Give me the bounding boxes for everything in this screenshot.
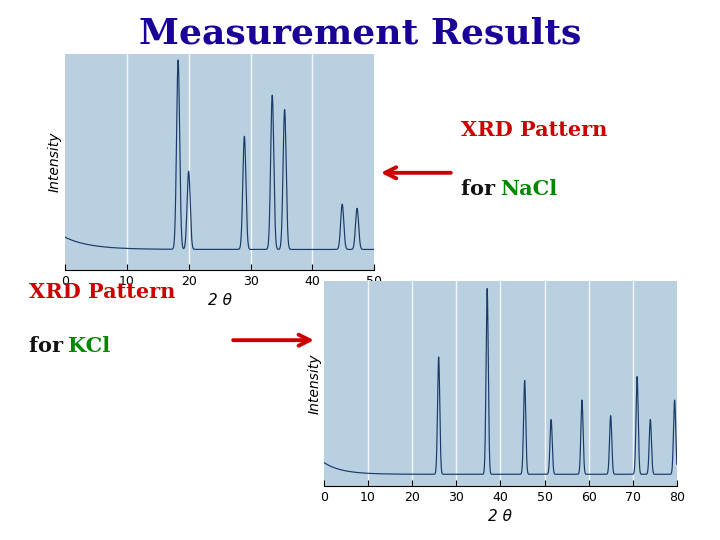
X-axis label: 2 θ: 2 θ (207, 293, 232, 308)
Text: KCl: KCl (68, 335, 111, 356)
Text: for: for (461, 179, 502, 199)
Text: NaCl: NaCl (500, 179, 558, 199)
Y-axis label: Intensity: Intensity (307, 353, 321, 414)
Y-axis label: Intensity: Intensity (48, 132, 62, 192)
FancyArrowPatch shape (385, 167, 451, 178)
Text: XRD Pattern: XRD Pattern (461, 119, 607, 140)
FancyArrowPatch shape (233, 335, 310, 346)
Text: for: for (29, 335, 70, 356)
Text: XRD Pattern: XRD Pattern (29, 281, 175, 302)
X-axis label: 2 θ: 2 θ (488, 509, 513, 524)
Text: Measurement Results: Measurement Results (139, 16, 581, 50)
